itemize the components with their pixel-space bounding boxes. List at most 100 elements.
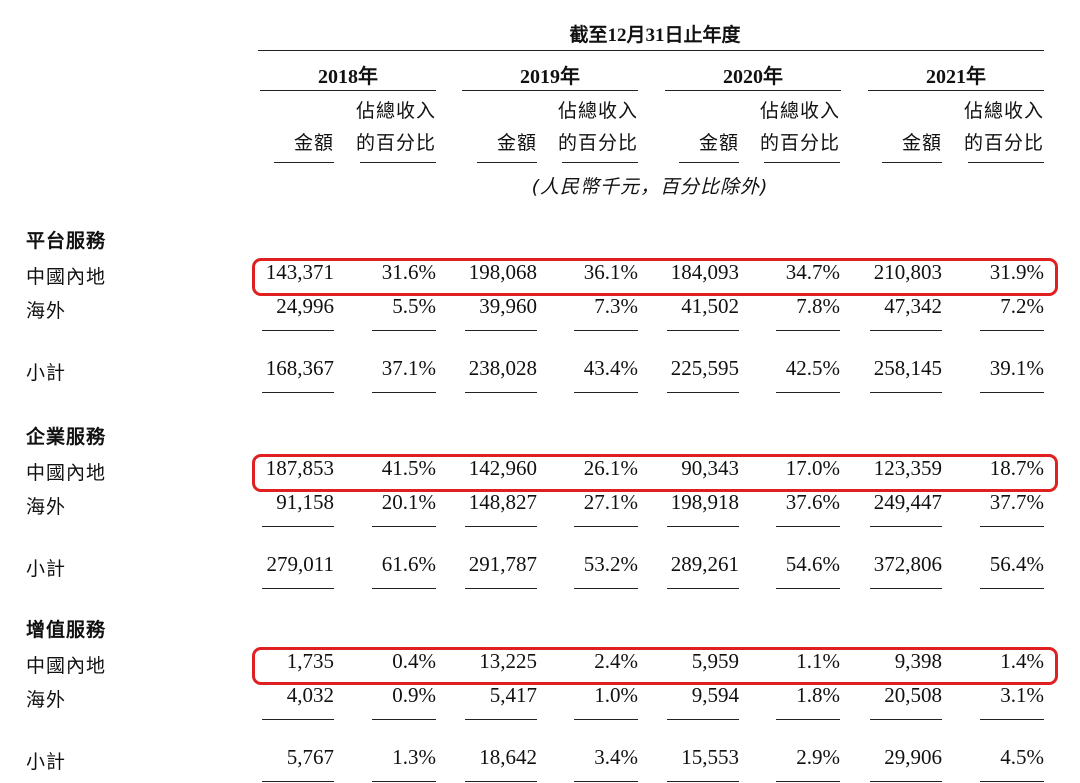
table-cell: 123,359 [873,456,942,480]
col-header-pct-line1: 佔總收入 [759,100,840,122]
cell-rule [372,588,436,589]
cell-rule [667,719,739,720]
table-cell: 31.9% [989,260,1044,284]
cell-rule [870,588,942,589]
table-cell: 90,343 [681,456,739,480]
year-2019: 2019年 [520,66,580,88]
col-header-pct-line2: 的百分比 [557,132,638,154]
cell-rule [776,526,840,527]
cell-rule [372,526,436,527]
col-header-pct-line1: 佔總收入 [557,100,638,122]
year-2018: 2018年 [318,66,378,88]
col-header-rule [274,162,334,163]
col-header-rule [764,162,840,163]
col-header-pct-line2: 的百分比 [963,132,1044,154]
col-header-rule [968,162,1044,163]
cell-rule [262,588,334,589]
cell-rule [870,526,942,527]
table-cell: 37.6% [785,490,840,514]
col-header-pct-line1: 佔總收入 [355,100,436,122]
cell-rule [667,392,739,393]
table-cell: 4,032 [286,683,334,707]
table-cell: 143,371 [265,260,334,284]
cell-rule [776,719,840,720]
cell-rule [870,392,942,393]
table-cell: 37.1% [381,356,436,380]
col-header-rule [679,162,739,163]
col-header-amount: 金額 [293,132,334,154]
table-cell: 34.7% [785,260,840,284]
cell-rule [262,392,334,393]
cell-rule [465,330,537,331]
table-cell: 3.4% [594,745,638,769]
cell-rule [980,526,1044,527]
col-header-rule [562,162,638,163]
table-cell: 0.9% [392,683,436,707]
table-cell: 225,595 [670,356,739,380]
cell-rule [574,526,638,527]
cell-rule [870,781,942,782]
cell-rule [980,588,1044,589]
section-title: 增值服務 [26,619,107,641]
table-cell: 1.1% [796,649,840,673]
table-cell: 53.2% [583,552,638,576]
table-cell: 7.3% [594,294,638,318]
cell-rule [372,719,436,720]
cell-rule [667,330,739,331]
table-cell: 31.6% [381,260,436,284]
table-cell: 61.6% [381,552,436,576]
row-label: 海外 [26,496,67,518]
year-rule-2020 [665,90,841,91]
year-2021: 2021年 [926,66,986,88]
table-cell: 0.4% [392,649,436,673]
table-cell: 47,342 [884,294,942,318]
cell-rule [776,781,840,782]
table-cell: 142,960 [468,456,537,480]
row-label: 海外 [26,689,67,711]
table-cell: 9,594 [691,683,739,707]
table-cell: 291,787 [468,552,537,576]
cell-rule [667,588,739,589]
table-cell: 15,553 [681,745,739,769]
col-header-rule [477,162,537,163]
table-cell: 184,093 [670,260,739,284]
col-header-amount: 金額 [698,132,739,154]
cell-rule [667,781,739,782]
table-cell: 5,767 [286,745,334,769]
table-cell: 18.7% [989,456,1044,480]
highlight-box [252,258,1058,296]
table-cell: 187,853 [265,456,334,480]
table-cell: 39,960 [479,294,537,318]
cell-rule [372,781,436,782]
table-cell: 41.5% [381,456,436,480]
table-cell: 198,918 [670,490,739,514]
col-header-rule [360,162,436,163]
cell-rule [776,588,840,589]
year-2020: 2020年 [723,66,783,88]
table-cell: 54.6% [785,552,840,576]
table-cell: 26.1% [583,456,638,480]
table-cell: 4.5% [1000,745,1044,769]
table-cell: 18,642 [479,745,537,769]
col-header-amount: 金額 [901,132,942,154]
row-label: 中國內地 [26,462,107,484]
table-cell: 238,028 [468,356,537,380]
row-label: 小計 [26,558,67,580]
unit-note: (人民幣千元，百分比除外) [531,176,769,198]
cell-rule [465,781,537,782]
row-label: 小計 [26,362,67,384]
table-cell: 20,508 [884,683,942,707]
cell-rule [372,392,436,393]
row-label: 中國內地 [26,266,107,288]
col-header-pct-line2: 的百分比 [759,132,840,154]
cell-rule [262,719,334,720]
cell-rule [776,392,840,393]
table-cell: 20.1% [381,490,436,514]
table-cell: 91,158 [276,490,334,514]
table-cell: 27.1% [583,490,638,514]
table-cell: 258,145 [873,356,942,380]
table-cell: 148,827 [468,490,537,514]
table-cell: 39.1% [989,356,1044,380]
header-rule [258,50,1044,51]
cell-rule [372,330,436,331]
